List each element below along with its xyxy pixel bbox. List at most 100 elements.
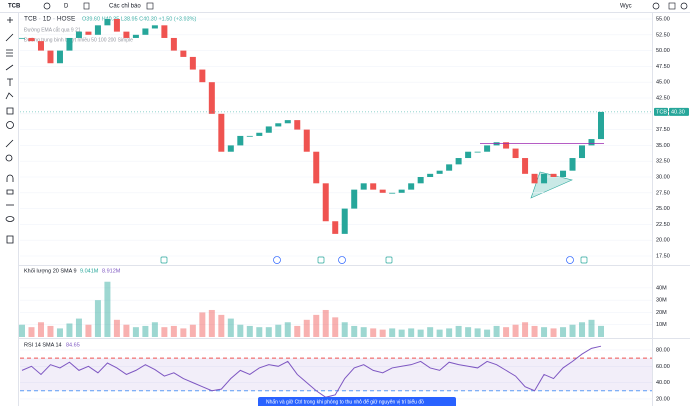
- y-tick-label: 32.50: [656, 159, 670, 165]
- candle: [303, 129, 310, 152]
- candle: [104, 19, 111, 26]
- candle: [351, 189, 358, 209]
- volume-bar: [227, 318, 234, 337]
- snapshot[interactable]: [680, 2, 688, 10]
- candle: [284, 120, 291, 124]
- symbol-tag-bg: [654, 107, 668, 116]
- candle: [199, 69, 206, 83]
- candle: [28, 37, 35, 42]
- y-tick-label: 42.50: [656, 95, 670, 101]
- volume-bar: [132, 327, 139, 337]
- volume-bar: [560, 327, 567, 337]
- add-symbol[interactable]: [43, 2, 51, 10]
- candle: [474, 151, 481, 153]
- volume-bar: [446, 328, 453, 337]
- candle: [588, 139, 595, 146]
- legend-ema: Đường EMA cắt qua 9 21: [24, 26, 81, 33]
- volume-bar: [170, 325, 177, 337]
- candle: [256, 132, 263, 136]
- y-tick-label: 20.00: [656, 238, 670, 244]
- settings[interactable]: [652, 2, 660, 10]
- y-tick-label: 35.00: [656, 143, 670, 149]
- volume-bar: [85, 324, 92, 337]
- volume-bar: [189, 324, 196, 337]
- candle: [161, 25, 168, 38]
- volume-bar: [104, 281, 111, 337]
- candle: [360, 183, 367, 190]
- candle: [427, 173, 434, 177]
- chart-type[interactable]: [83, 2, 90, 10]
- candle: [208, 82, 215, 114]
- volume-bar: [313, 314, 320, 337]
- fullscreen[interactable]: [668, 2, 676, 10]
- volume-bar: [208, 309, 215, 337]
- candle: [227, 145, 234, 152]
- y-tick-label: 37.50: [656, 127, 670, 133]
- candle: [142, 28, 149, 35]
- candle: [94, 25, 101, 35]
- volume-bar: [455, 325, 462, 337]
- layout-button[interactable]: Wyc: [620, 4, 632, 10]
- volume-value: 9.041M: [80, 268, 99, 274]
- candle: [484, 145, 491, 152]
- volume-bar: [180, 328, 187, 337]
- candle: [170, 37, 177, 51]
- candle: [398, 189, 405, 193]
- y-tick-label: 30.00: [656, 174, 670, 180]
- volume-bar: [341, 322, 348, 337]
- candle: [436, 170, 443, 174]
- candle: [455, 158, 462, 165]
- legend-ma: Đường trung bình trượt nhiều 50 100 200 …: [24, 37, 133, 43]
- volume-bar: [569, 324, 576, 337]
- y-tick-label: 60.00: [656, 364, 670, 370]
- candle: [322, 183, 329, 222]
- symbol-button[interactable]: TCB: [8, 4, 21, 10]
- candle: [569, 158, 576, 171]
- indicators-button[interactable]: Các chỉ báo: [109, 3, 141, 10]
- volume-bar: [275, 324, 282, 337]
- y-tick-label: 50.00: [656, 48, 670, 54]
- volume-bar: [493, 325, 500, 337]
- y-tick-label: 17.50: [656, 253, 670, 259]
- y-tick-label: 30M: [656, 298, 667, 304]
- candle: [85, 31, 92, 35]
- volume-label: Khối lượng 20 SMA 9: [24, 268, 77, 274]
- volume-bar: [360, 327, 367, 337]
- volume-bar: [598, 325, 604, 337]
- rsi-label: RSI 14 SMA 14: [24, 342, 62, 348]
- volume-bar: [218, 314, 225, 337]
- volume-bar: [531, 325, 538, 337]
- candle: [370, 183, 377, 190]
- candle: [66, 37, 73, 51]
- candle: [47, 50, 54, 64]
- candle: [218, 113, 225, 152]
- volume-bar: [474, 328, 481, 337]
- candle: [560, 170, 567, 177]
- y-tick-label: 22.50: [656, 222, 670, 228]
- volume-bar: [417, 329, 424, 337]
- candle: [550, 173, 557, 177]
- volume-bar: [408, 328, 415, 337]
- interval-button[interactable]: D: [64, 4, 69, 10]
- volume-bar: [142, 325, 149, 337]
- volume-bar: [512, 324, 519, 337]
- candle: [113, 19, 120, 32]
- candle: [522, 158, 529, 174]
- legend-ohlc: O39.60 H40.35 L38.95 C40.30 +1.50 (+3.93…: [82, 16, 197, 22]
- volume-bar: [370, 328, 377, 337]
- volume-bar: [503, 327, 510, 337]
- volume-bar: [56, 328, 63, 337]
- templates[interactable]: [146, 2, 154, 10]
- candle: [19, 37, 25, 39]
- candle: [123, 31, 130, 38]
- rsi-line: [21, 345, 602, 398]
- volume-bar: [389, 328, 396, 337]
- candle: [56, 50, 63, 64]
- volume-bar: [246, 325, 253, 337]
- drawing-tools[interactable]: [5, 17, 15, 244]
- candle: [313, 151, 320, 184]
- y-tick-label: 55.00: [656, 16, 670, 22]
- event-markers[interactable]: [160, 256, 588, 264]
- y-tick-label: 27.50: [656, 190, 670, 196]
